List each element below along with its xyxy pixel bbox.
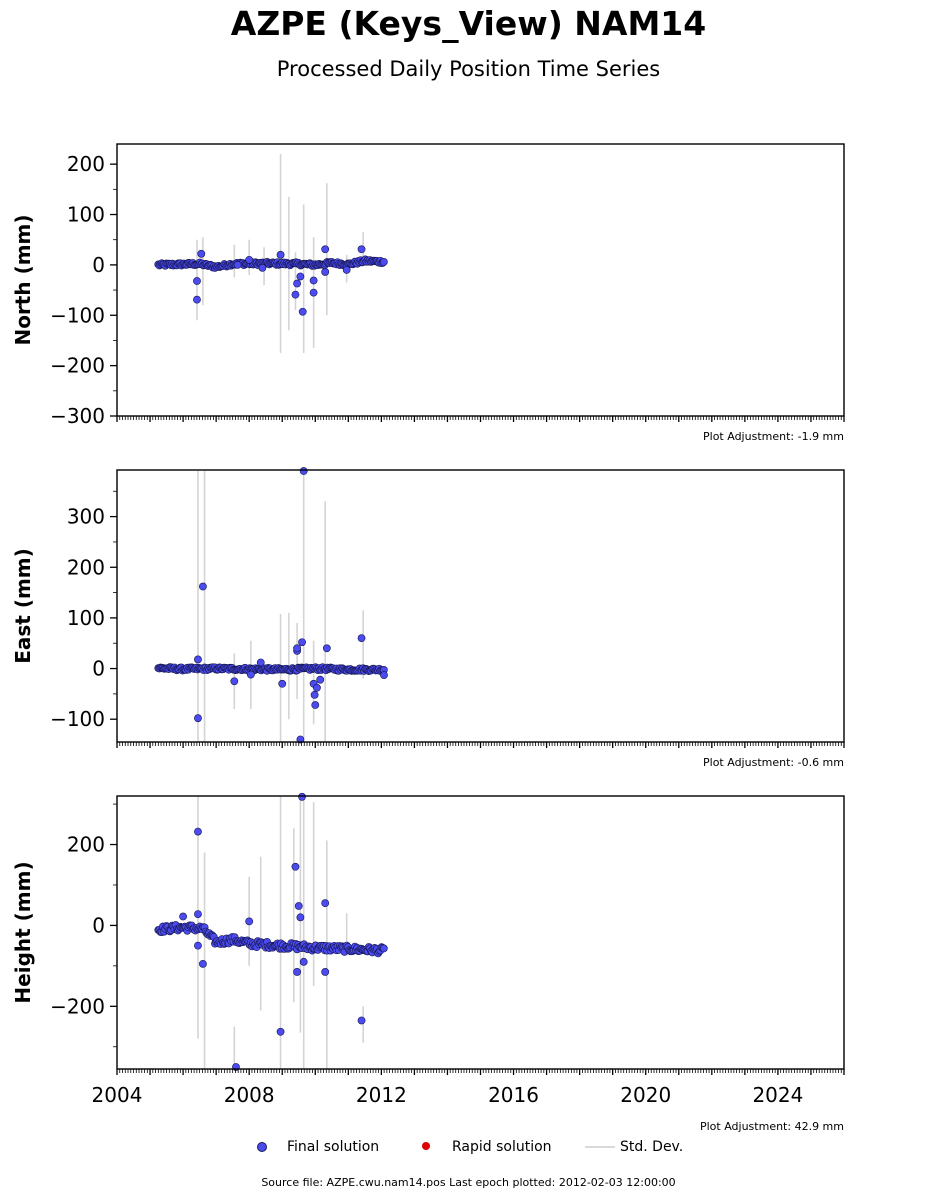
- final-solution-point: [258, 264, 267, 272]
- final-solution-point: [179, 912, 187, 921]
- y-tick-label: −200: [50, 354, 105, 378]
- final-solution-point: [278, 679, 287, 688]
- final-solution-point: [194, 655, 202, 664]
- final-solution-point: [199, 582, 207, 591]
- final-solution-point: [298, 792, 306, 801]
- final-solution-point: [380, 671, 388, 680]
- y-tick-label: 0: [92, 253, 105, 277]
- y-axis-label: East (mm): [11, 548, 35, 664]
- final-solution-point: [293, 968, 301, 976]
- final-solution-point: [294, 902, 303, 910]
- final-solution-point: [194, 827, 202, 836]
- x-tick-label: 2016: [488, 1083, 539, 1107]
- legend-label-stddev: Std. Dev.: [620, 1139, 684, 1155]
- final-solution-point: [197, 249, 206, 258]
- final-solution-point: [193, 277, 201, 285]
- axes-frame: [116, 469, 845, 743]
- final-solution-point: [309, 288, 318, 297]
- x-tick-label: 2024: [752, 1083, 803, 1107]
- rapid-solution-marker-icon: [422, 1142, 430, 1150]
- axes-frame: [116, 795, 845, 1070]
- final-solution-point: [379, 944, 388, 953]
- y-tick-label: 0: [92, 913, 105, 937]
- final-solution-point: [245, 917, 254, 926]
- final-solution-point: [299, 467, 308, 475]
- y-tick-label: −200: [50, 994, 105, 1018]
- page-subtitle: Processed Daily Position Time Series: [276, 57, 661, 81]
- final-solution-point: [194, 941, 202, 950]
- x-tick-label: 2012: [356, 1083, 407, 1107]
- x-tick-label: 2004: [92, 1083, 143, 1107]
- plot-adjustment-label: Plot Adjustment: 42.9 mm: [700, 1120, 844, 1133]
- final-solution-point: [342, 266, 351, 274]
- final-solution-point: [321, 899, 330, 908]
- final-solution-point: [316, 675, 325, 684]
- final-solution-point: [199, 959, 207, 968]
- final-solution-point: [293, 644, 301, 653]
- x-tick-label: 2020: [620, 1083, 671, 1107]
- y-tick-label: 200: [67, 555, 105, 579]
- plot-adjustment-label: Plot Adjustment: -0.6 mm: [703, 756, 844, 769]
- final-solution-point: [379, 257, 388, 266]
- final-solution-point: [245, 255, 254, 264]
- final-solution-point: [321, 968, 330, 976]
- y-tick-label: 300: [67, 505, 105, 529]
- final-solution-point: [296, 913, 305, 922]
- legend-label-rapid: Rapid solution: [452, 1139, 552, 1155]
- y-tick-label: −100: [50, 303, 105, 327]
- final-solution-point: [194, 714, 202, 723]
- axes-frame: [116, 143, 845, 417]
- final-solution-point: [313, 683, 321, 692]
- final-solution-point: [291, 290, 300, 299]
- y-axis-label: Height (mm): [11, 861, 35, 1003]
- final-solution-point: [310, 690, 319, 699]
- std-dev-line-icon: [585, 1146, 615, 1148]
- final-solution-point: [193, 295, 201, 304]
- final-solution-point: [357, 634, 366, 643]
- final-solution-point: [322, 644, 331, 653]
- final-solution-point: [276, 250, 285, 259]
- y-tick-label: 200: [67, 152, 105, 176]
- final-solution-point: [357, 245, 366, 254]
- final-solution-point: [298, 307, 307, 316]
- y-tick-label: −300: [50, 404, 105, 428]
- y-tick-label: 0: [92, 657, 105, 681]
- final-solution-point: [296, 272, 305, 281]
- final-solution-point: [309, 276, 318, 285]
- plot-adjustment-label: Plot Adjustment: -1.9 mm: [703, 430, 844, 443]
- y-tick-label: −100: [50, 707, 105, 731]
- y-axis-label: North (mm): [11, 214, 35, 345]
- final-solution-point: [299, 957, 308, 966]
- final-solution-point: [311, 701, 320, 709]
- final-solution-point: [230, 677, 239, 686]
- x-tick-label: 2008: [224, 1083, 275, 1107]
- final-solution-point: [321, 245, 330, 254]
- final-solution-point: [321, 268, 330, 276]
- page-title: AZPE (Keys_View) NAM14: [230, 4, 707, 43]
- final-solution-point: [296, 735, 305, 744]
- final-solution-point: [194, 910, 202, 918]
- legend-label-final: Final solution: [287, 1139, 380, 1155]
- final-solution-marker-icon: [257, 1142, 267, 1152]
- source-footer: Source file: AZPE.cwu.nam14.pos Last epo…: [261, 1176, 676, 1189]
- final-solution-point: [233, 260, 242, 269]
- final-solution-point: [246, 670, 255, 679]
- final-solution-point: [256, 658, 265, 667]
- y-tick-label: 200: [67, 833, 105, 857]
- y-tick-label: 100: [67, 606, 105, 630]
- final-solution-point: [293, 279, 301, 288]
- final-solution-point: [357, 1016, 366, 1025]
- final-solution-point: [291, 862, 300, 871]
- final-solution-point: [298, 638, 306, 647]
- y-tick-label: 100: [67, 203, 105, 227]
- final-solution-point: [276, 1027, 285, 1036]
